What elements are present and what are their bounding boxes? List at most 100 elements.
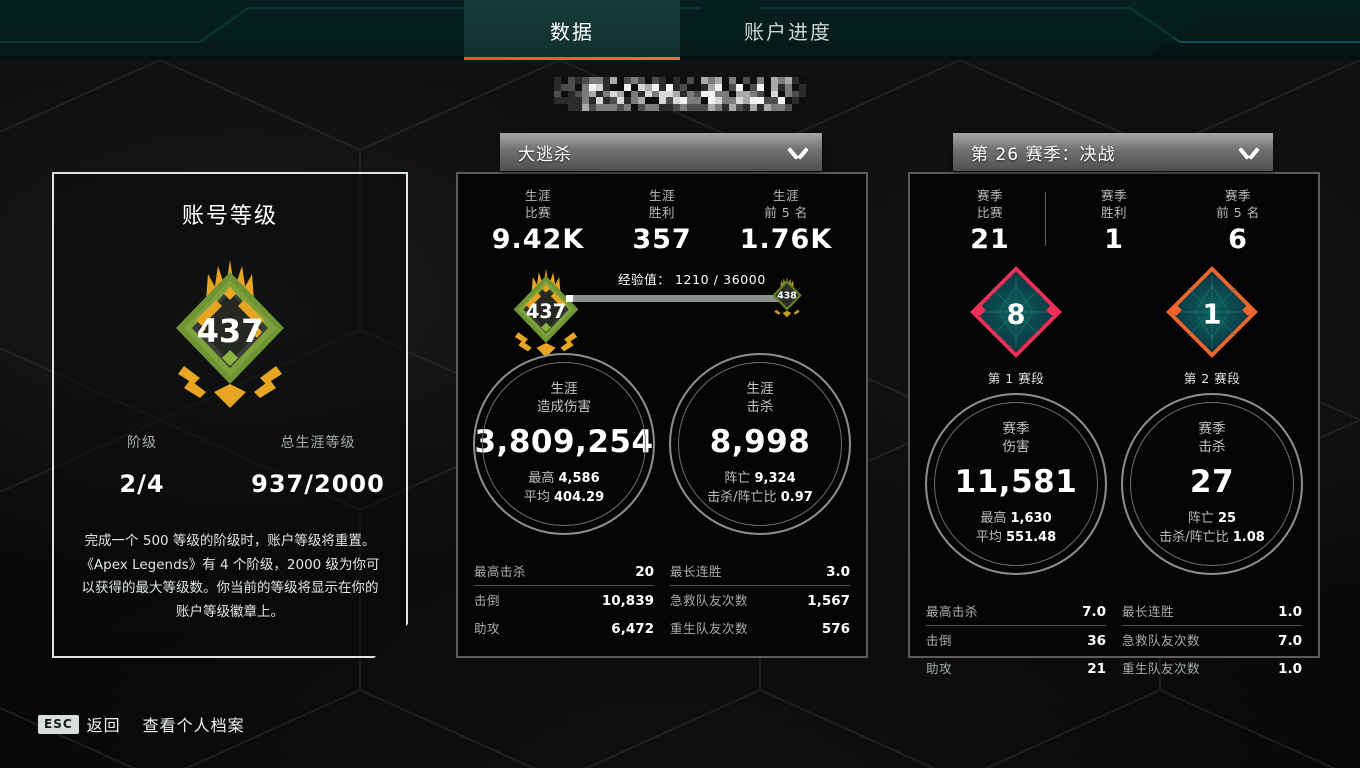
season-circles: 赛季 伤害 11,581 最高 1,630 平均 551.48 赛季 击杀 27… xyxy=(910,392,1318,575)
player-name: GINKIN9277 xyxy=(0,75,1360,113)
total-level-column: 总生涯等级 937/2000 xyxy=(230,432,406,498)
season-kills-label-1: 赛季 xyxy=(1198,420,1226,437)
pixel-column xyxy=(694,77,701,111)
career-kd-key: 击杀/阵亡比 xyxy=(707,490,777,506)
season-detail-table-left: 最高击杀 7.0 击倒 36 助攻 21 xyxy=(926,597,1106,682)
season-detail-table: 最高击杀 7.0 击倒 36 助攻 21 最长连胜 1.0 急救队友次数 7.0 xyxy=(926,597,1302,682)
table-row: 击倒 36 xyxy=(926,626,1106,654)
xp-current-level-badge: 437 xyxy=(500,265,592,365)
career-kills-label-1: 生涯 xyxy=(746,380,774,397)
season-revives-value: 7.0 xyxy=(1278,632,1302,649)
pixel-column xyxy=(645,77,652,111)
season-winstreak-value: 1.0 xyxy=(1278,603,1302,620)
season-best-kills-value: 7.0 xyxy=(1082,603,1106,620)
header-band xyxy=(0,0,1360,60)
pixel-column xyxy=(750,77,757,111)
pixel-column xyxy=(610,77,617,111)
pixel-column xyxy=(715,77,722,111)
tab-stats-label: 数据 xyxy=(550,19,594,44)
career-wins: 生涯 胜利 357 xyxy=(600,188,724,255)
table-row: 急救队友次数 7.0 xyxy=(1122,626,1302,654)
career-kills-circle: 生涯 击杀 8,998 阵亡 9,324 击杀/阵亡比 0.97 xyxy=(669,352,851,535)
career-knocks-value: 10,839 xyxy=(601,592,654,609)
xp-progress-fill xyxy=(566,294,573,302)
pixel-column xyxy=(582,77,589,111)
level-badge-icon: 437 xyxy=(156,254,304,414)
season-top-stats: 赛季 比赛 21 赛季 胜利 1 赛季 前 5 名 6 xyxy=(910,174,1318,255)
career-best-kills-value: 20 xyxy=(635,563,654,580)
level-badge-icon: 437 xyxy=(513,268,579,358)
career-kills-value: 8,998 xyxy=(709,423,811,460)
career-assists-value: 6,472 xyxy=(611,620,654,637)
table-row: 助攻 21 xyxy=(926,654,1106,682)
xp-next-level-value: 438 xyxy=(777,290,797,301)
table-row: 击倒 10,839 xyxy=(474,586,654,614)
career-detail-table-left: 最高击杀 20 击倒 10,839 助攻 6,472 xyxy=(474,557,654,642)
season-wins: 赛季 胜利 1 xyxy=(1052,188,1176,255)
table-row: 最长连胜 3.0 xyxy=(670,557,850,586)
career-winstreak-value: 3.0 xyxy=(826,563,850,580)
tier-column: 阶级 2/4 xyxy=(54,432,230,498)
tab-stats[interactable]: 数据 xyxy=(464,0,680,60)
stat-divider xyxy=(1044,192,1046,246)
table-row: 助攻 6,472 xyxy=(474,614,654,642)
pixel-column xyxy=(568,77,575,111)
season-knocks-key: 击倒 xyxy=(926,632,953,648)
season-revives-key: 急救队友次数 xyxy=(1122,632,1201,648)
season-top5-label-2: 前 5 名 xyxy=(1216,204,1260,220)
career-revives-value: 1,567 xyxy=(807,592,850,609)
pixel-column xyxy=(799,77,806,111)
view-profile-button[interactable]: 查看个人档案 xyxy=(142,716,245,735)
career-wins-value: 357 xyxy=(632,223,692,255)
career-top-stats: 生涯 比赛 9.42K 生涯 胜利 357 生涯 前 5 名 1.76K xyxy=(458,174,866,255)
rank-diamond-icon: 8 xyxy=(970,265,1062,358)
pixel-column xyxy=(652,77,659,111)
pixel-column xyxy=(596,77,603,111)
season-respawns-key: 重生队友次数 xyxy=(1122,660,1201,676)
career-damage-avg-key: 平均 xyxy=(523,490,550,506)
career-assists-key: 助攻 xyxy=(474,620,501,636)
season-dropdown[interactable]: 第 26 赛季：决战 xyxy=(953,133,1273,171)
season-damage-avg-value: 551.48 xyxy=(1005,530,1057,546)
esc-key-badge: ESC xyxy=(38,714,79,734)
pixel-column xyxy=(554,77,561,111)
pixel-column xyxy=(708,77,715,111)
header-accent-lines xyxy=(0,0,1360,56)
season-matches: 赛季 比赛 21 xyxy=(928,188,1052,255)
pixel-column xyxy=(792,77,799,111)
back-action[interactable]: ESC 返回 xyxy=(38,712,121,736)
career-damage-max-key: 最高 xyxy=(528,470,555,486)
career-revives-key: 急救队友次数 xyxy=(670,592,749,608)
xp-current-level-value: 437 xyxy=(526,300,566,323)
season-matches-label-2: 比赛 xyxy=(976,204,1003,220)
career-damage-value: 3,809,254 xyxy=(474,423,654,460)
career-stats-panel: 生涯 比赛 9.42K 生涯 胜利 357 生涯 前 5 名 1.76K xyxy=(456,172,868,658)
xp-progress-track xyxy=(566,294,784,302)
season-split-1: 8 第 1 赛段 xyxy=(969,265,1063,387)
season-deaths-value: 25 xyxy=(1218,510,1237,526)
account-level-description: 完成一个 500 等级的阶级时，账户等级将重置。《Apex Legends》有 … xyxy=(80,533,380,620)
game-mode-dropdown[interactable]: 大逃杀 xyxy=(500,133,822,171)
tier-value: 2/4 xyxy=(119,470,165,498)
season-matches-value: 21 xyxy=(970,223,1010,255)
season-assists-value: 21 xyxy=(1087,660,1106,677)
pixel-column xyxy=(687,77,694,111)
season-rank-badges: 8 第 1 赛段 1 第 2 赛 xyxy=(910,265,1318,387)
pixel-column xyxy=(722,77,729,111)
xp-progress-text: 经验值： 1210 / 36000 xyxy=(618,271,766,287)
xp-next-level-badge: 438 xyxy=(766,275,808,323)
season-damage-avg-key: 平均 xyxy=(975,530,1002,546)
season-top5-value: 6 xyxy=(1228,223,1248,255)
career-top5-value: 1.76K xyxy=(739,223,833,255)
pixel-column xyxy=(743,77,750,111)
career-matches-label-2: 比赛 xyxy=(524,204,551,220)
pixel-column xyxy=(603,77,610,111)
career-damage-label-1: 生涯 xyxy=(550,380,578,397)
season-wins-label-2: 胜利 xyxy=(1100,204,1127,220)
career-detail-table-right: 最长连胜 3.0 急救队友次数 1,567 重生队友次数 576 xyxy=(670,557,850,642)
table-row: 急救队友次数 1,567 xyxy=(670,586,850,614)
tab-account-progress[interactable]: 账户进度 xyxy=(680,0,896,60)
total-level-value: 937/2000 xyxy=(251,470,385,498)
pixel-column xyxy=(575,77,582,111)
chevron-down-icon xyxy=(788,146,808,158)
